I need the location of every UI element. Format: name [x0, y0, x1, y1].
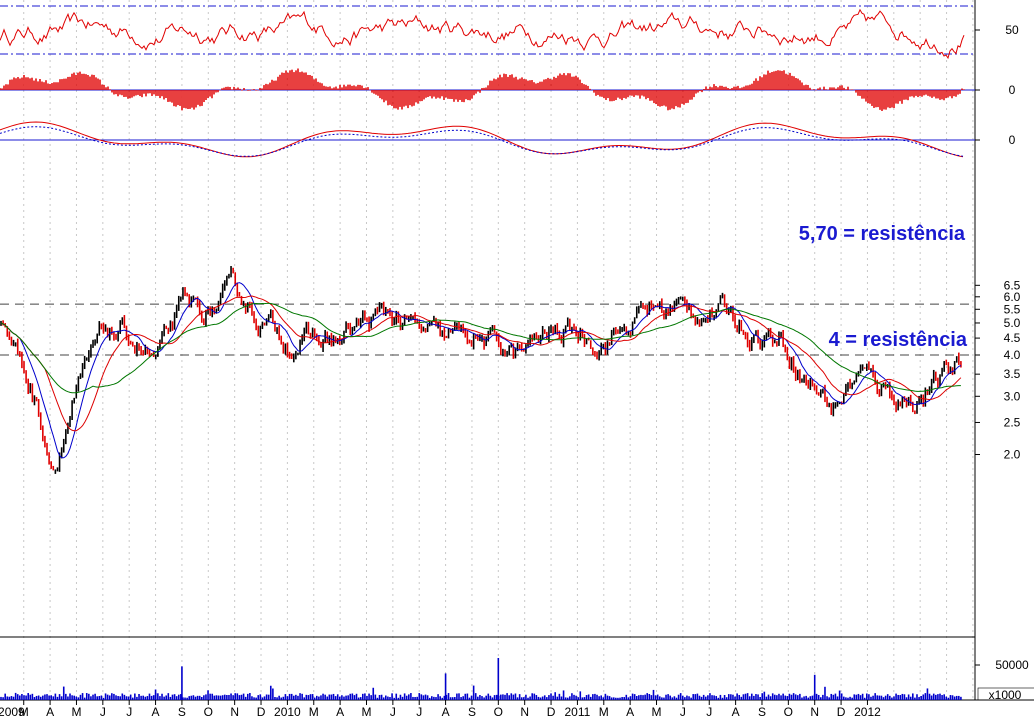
price-tick-label: 3.5	[1004, 367, 1021, 381]
x-tick-label: D	[837, 705, 846, 719]
osc1-series	[0, 8, 965, 60]
price-tick-label: 2.5	[1004, 415, 1021, 429]
x-tick-label: J	[126, 705, 132, 719]
price-tick-label: 6.0	[1004, 290, 1021, 304]
x-tick-label: 2012	[854, 705, 881, 719]
volume-unit-box	[977, 687, 1034, 701]
vertical-gridlines	[23, 0, 974, 700]
price-panel	[0, 266, 975, 474]
x-tick-label: M	[652, 705, 662, 719]
price-tick-label: 2.0	[1004, 447, 1021, 461]
ma-slow-line	[0, 302, 961, 394]
x-tick-label: M	[599, 705, 609, 719]
x-tick-label: O	[204, 705, 213, 719]
x-tick-label: M	[71, 705, 81, 719]
osc3-tick-label: 0	[1009, 133, 1016, 147]
x-tick-label: 2010	[274, 705, 301, 719]
price-tick-label: 5.5	[1004, 302, 1021, 316]
x-tick-label: N	[810, 705, 819, 719]
volume-tick-label: 50000	[995, 658, 1029, 672]
x-tick-label: S	[468, 705, 476, 719]
price-tick-label: 5.0	[1004, 316, 1021, 330]
x-tick-label: 2009	[0, 705, 25, 719]
x-tick-label: A	[732, 705, 740, 719]
x-tick-label: N	[520, 705, 529, 719]
x-tick-label: A	[336, 705, 344, 719]
x-tick-label: J	[100, 705, 106, 719]
x-tick-label: A	[152, 705, 160, 719]
x-tick-label: S	[758, 705, 766, 719]
price-tick-label: 4.5	[1004, 331, 1021, 345]
x-tick-label: A	[442, 705, 450, 719]
volume-panel: x1000	[0, 658, 1034, 702]
x-tick-label: J	[706, 705, 712, 719]
oscillator-panels	[0, 5, 975, 158]
osc3-line	[0, 121, 964, 158]
x-tick-label: M	[19, 705, 29, 719]
volume-unit-label: x1000	[989, 688, 1022, 702]
osc3-signal-line	[0, 126, 964, 157]
x-tick-label: D	[257, 705, 266, 719]
x-tick-label: O	[494, 705, 503, 719]
annotations: 5,70 = resistência 4 = resistência	[799, 223, 968, 351]
x-tick-label: J	[416, 705, 422, 719]
x-tick-label: M	[361, 705, 371, 719]
ma-mid-line	[0, 295, 962, 432]
annotation-resistance-570: 5,70 = resistência	[799, 223, 966, 245]
price-tick-label: 3.0	[1004, 389, 1021, 403]
x-tick-label: J	[390, 705, 396, 719]
price-tick-label: 4.0	[1004, 348, 1021, 362]
x-tick-label: O	[784, 705, 793, 719]
x-tick-label: D	[547, 705, 556, 719]
x-tick-label: J	[680, 705, 686, 719]
x-tick-label: A	[46, 705, 54, 719]
price-tick-label: 6.5	[1004, 278, 1021, 292]
osc1-tick-label: 50	[1005, 23, 1019, 37]
x-tick-label: N	[230, 705, 239, 719]
x-tick-label: M	[309, 705, 319, 719]
annotation-resistance-4: 4 = resistência	[829, 329, 968, 351]
osc2-tick-label: 0	[1009, 83, 1016, 97]
x-tick-label: S	[178, 705, 186, 719]
ma-fast-line	[0, 282, 962, 459]
x-tick-label: 2011	[565, 705, 591, 719]
axes: 50 0 0 6.56.05.55.04.5 4.0 3.5 3.0 2.5 2.0 50000 2…	[0, 23, 1029, 719]
x-tick-label: A	[626, 705, 634, 719]
